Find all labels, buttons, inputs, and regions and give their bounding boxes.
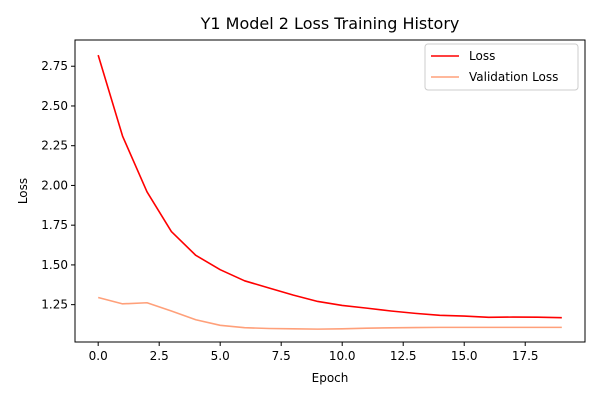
y-tick-label: 2.75	[41, 59, 68, 73]
x-tick-label: 7.5	[272, 349, 291, 363]
y-tick-label: 2.50	[41, 99, 68, 113]
x-tick-label: 12.5	[390, 349, 417, 363]
series-line-validation-loss	[97, 296, 562, 330]
legend-label-loss: Loss	[469, 49, 495, 63]
x-tick-label: 15.0	[451, 349, 478, 363]
series-line-loss	[97, 54, 562, 319]
x-tick-label: 0.0	[89, 349, 108, 363]
legend-label-validation-loss: Validation Loss	[469, 70, 558, 84]
x-tick-label: 5.0	[211, 349, 230, 363]
y-tick-label: 1.50	[41, 258, 68, 272]
x-tick-label: 17.5	[512, 349, 539, 363]
axes-frame	[74, 39, 586, 343]
plot-area: 0.0 2.5 5.0 7.5 10.0 12.5 15.0 17.5 1.25 1.50 1.75…	[41, 39, 586, 363]
y-tick-label: 1.75	[41, 218, 68, 232]
chart-title: Y1 Model 2 Loss Training History	[200, 14, 460, 33]
y-tick-label: 2.00	[41, 178, 68, 192]
x-tick-label: 2.5	[150, 349, 169, 363]
y-tick-label: 1.25	[41, 298, 68, 312]
legend: Loss Validation Loss	[424, 43, 579, 91]
y-tick-label: 2.25	[41, 139, 68, 153]
y-axis-label: Loss	[16, 178, 30, 204]
legend-box	[424, 43, 579, 91]
x-tick-label: 10.0	[329, 349, 356, 363]
x-axis-label: Epoch	[312, 371, 349, 385]
